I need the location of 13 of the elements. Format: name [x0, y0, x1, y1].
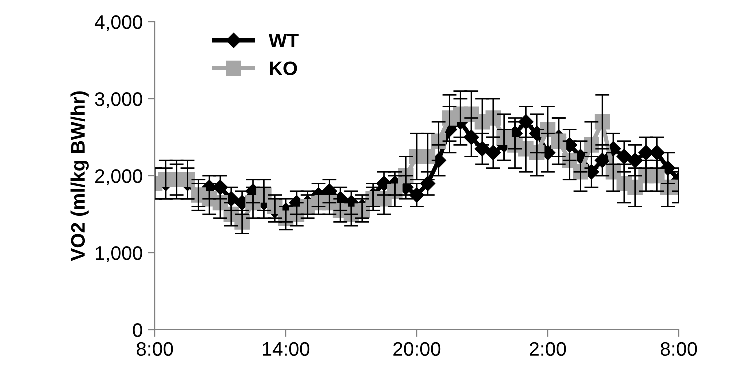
x-tick-label: 2:00 — [530, 342, 566, 356]
y-axis-title: VO2 (ml/kg BW/hr) — [70, 92, 89, 262]
legend-label: WT — [268, 34, 299, 48]
y-tick-label: 1,000 — [96, 246, 142, 263]
x-tick-label: 20:00 — [394, 342, 441, 356]
y-tick-label: 4,000 — [94, 15, 142, 32]
legend-label: KO — [270, 62, 298, 76]
x-tick-label: 8:00 — [136, 342, 174, 356]
y-tick-label: 2,000 — [96, 169, 142, 186]
y-tick-label: 3,000 — [95, 92, 142, 109]
x-tick-label: 8:00 — [660, 342, 698, 356]
x-tick-label: 14:00 — [263, 342, 310, 356]
y-tick-label: 0 — [133, 323, 142, 338]
